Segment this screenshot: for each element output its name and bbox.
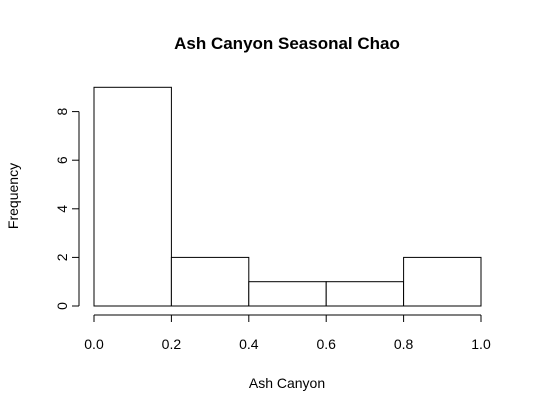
y-axis-label: Frequency: [5, 163, 21, 229]
x-tick-label: 0.2: [162, 336, 182, 352]
x-tick-label: 0.6: [316, 336, 336, 352]
x-axis: 0.0 0.2 0.4 0.6 0.8 1.0: [84, 314, 491, 352]
x-tick-label: 1.0: [471, 336, 491, 352]
x-axis-label: Ash Canyon: [249, 375, 325, 391]
y-axis: 0 2 4 6 8: [54, 107, 80, 310]
y-tick-label: 8: [54, 107, 70, 115]
x-tick-label: 0.4: [239, 336, 259, 352]
histogram-bar-2: [170, 256, 250, 307]
y-tick-label: 4: [54, 205, 70, 213]
histogram-bar-5: [403, 256, 482, 307]
x-tick-label: 0.0: [84, 336, 104, 352]
y-tick-label: 0: [54, 302, 70, 310]
y-tick-label: 6: [54, 156, 70, 164]
chart-title: Ash Canyon Seasonal Chao: [174, 34, 400, 53]
histogram-bar-4: [325, 281, 405, 307]
histogram-bar-1: [93, 86, 172, 307]
histogram-bars: [93, 86, 482, 307]
histogram-bar-3: [248, 281, 327, 307]
x-tick-label: 0.8: [394, 336, 414, 352]
y-tick-label: 2: [54, 253, 70, 261]
